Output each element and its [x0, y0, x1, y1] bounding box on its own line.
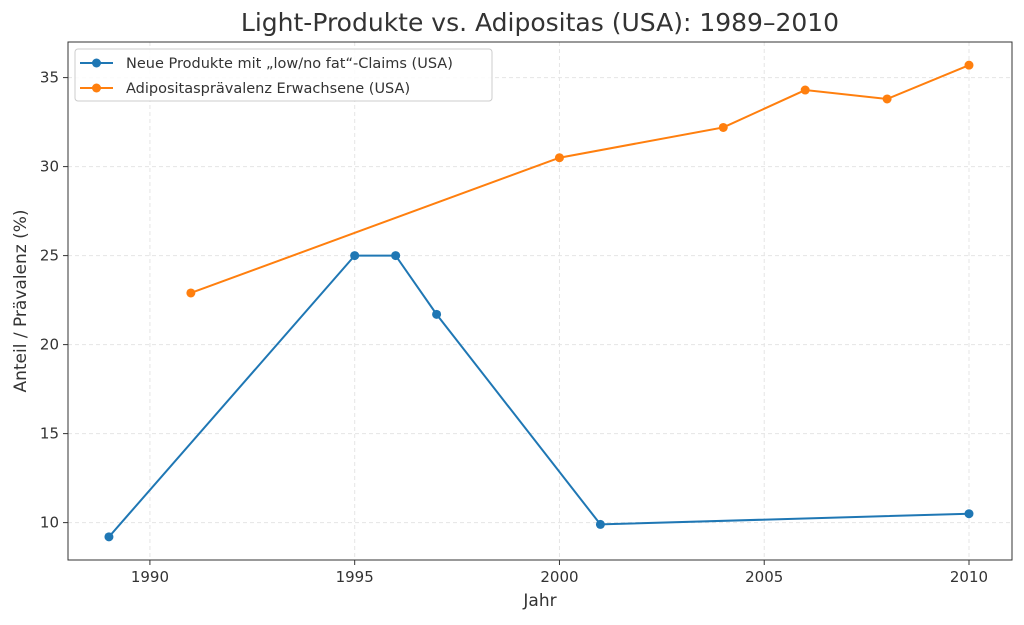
legend-marker — [92, 83, 101, 93]
legend-marker — [92, 58, 101, 68]
series-line-1 — [190, 64, 970, 294]
legend: Neue Produkte mit „low/no fat“-Claims (U… — [74, 48, 493, 102]
y-tick-label: 20 — [40, 336, 59, 354]
data-point — [800, 85, 810, 95]
x-tick-label: 2005 — [745, 568, 783, 586]
y-tick-label: 30 — [40, 158, 59, 176]
data-point — [186, 288, 196, 298]
data-point — [432, 309, 442, 319]
y-tick-label: 10 — [40, 514, 59, 532]
data-point — [104, 532, 114, 542]
series-line-0 — [108, 254, 970, 538]
legend-label: Neue Produkte mit „low/no fat“-Claims (U… — [126, 56, 453, 72]
data-point — [964, 509, 974, 519]
legend-label: Adipositasprävalenz Erwachsene (USA) — [126, 81, 410, 97]
data-point — [350, 251, 360, 261]
plot-frame — [67, 41, 1013, 561]
series-group — [104, 60, 974, 542]
y-axis-label: Anteil / Prävalenz (%) — [11, 209, 31, 392]
data-point — [882, 94, 892, 104]
y-tick-label: 15 — [40, 425, 59, 443]
x-axis-label: Jahr — [522, 591, 556, 611]
y-tick-label: 25 — [40, 247, 59, 265]
legend-box — [74, 48, 493, 102]
x-tick-label: 1995 — [336, 568, 374, 586]
chart-title: Light-Produkte vs. Adipositas (USA): 198… — [241, 8, 839, 37]
data-point — [391, 251, 401, 261]
data-point — [554, 153, 564, 163]
x-tick-label: 1990 — [131, 568, 169, 586]
grid — [68, 42, 1012, 560]
y-tick-label: 35 — [40, 69, 59, 87]
x-tick-label: 2010 — [950, 568, 988, 586]
x-tick-label: 2000 — [540, 568, 578, 586]
data-point — [964, 60, 974, 70]
data-point — [718, 122, 728, 132]
data-point — [595, 519, 605, 529]
